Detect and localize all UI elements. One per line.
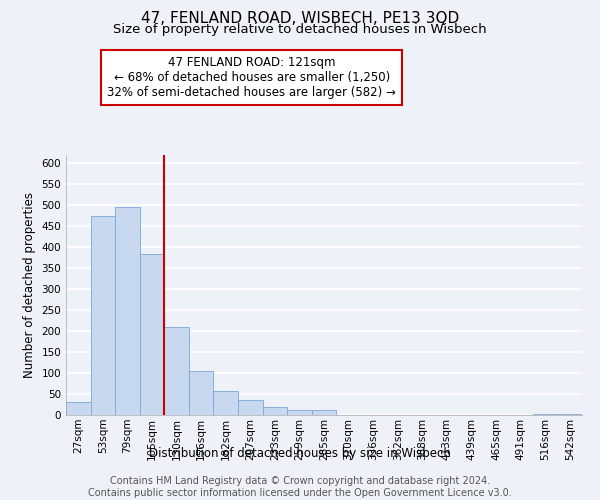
Bar xyxy=(91,216,115,415)
Text: Size of property relative to detached houses in Wisbech: Size of property relative to detached ho… xyxy=(113,22,487,36)
Y-axis label: Number of detached properties: Number of detached properties xyxy=(23,192,36,378)
Bar xyxy=(312,410,336,415)
Bar xyxy=(214,391,238,415)
Text: Distribution of detached houses by size in Wisbech: Distribution of detached houses by size … xyxy=(149,448,451,460)
Bar xyxy=(287,410,312,415)
Bar xyxy=(115,207,140,415)
Bar xyxy=(557,414,582,415)
Text: 47 FENLAND ROAD: 121sqm
← 68% of detached houses are smaller (1,250)
32% of semi: 47 FENLAND ROAD: 121sqm ← 68% of detache… xyxy=(107,56,396,99)
Bar xyxy=(164,327,189,415)
Text: Contains HM Land Registry data © Crown copyright and database right 2024.
Contai: Contains HM Land Registry data © Crown c… xyxy=(88,476,512,498)
Text: 47, FENLAND ROAD, WISBECH, PE13 3QD: 47, FENLAND ROAD, WISBECH, PE13 3QD xyxy=(141,11,459,26)
Bar xyxy=(533,414,557,415)
Bar xyxy=(189,371,214,415)
Bar xyxy=(263,406,287,415)
Bar xyxy=(238,400,263,415)
Bar xyxy=(66,402,91,415)
Bar xyxy=(140,254,164,415)
